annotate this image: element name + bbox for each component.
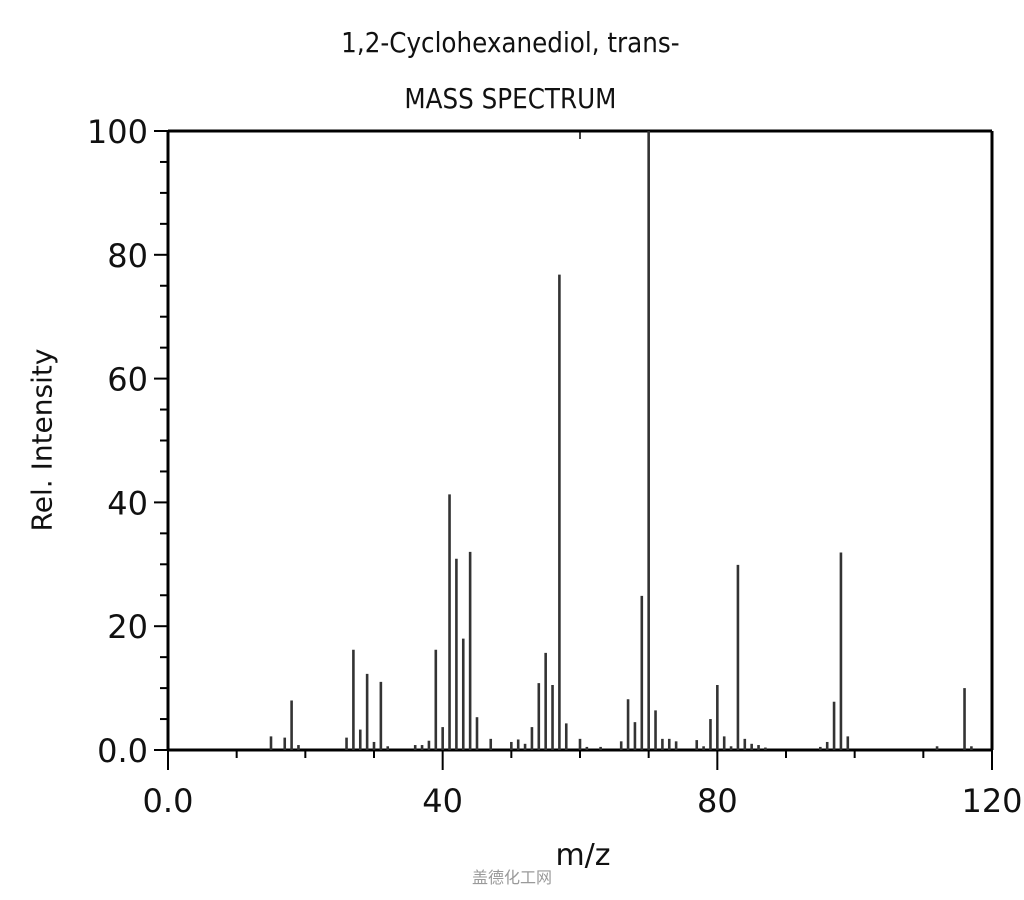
x-axis-label: m/z — [555, 838, 611, 873]
y-tick-label: 0.0 — [97, 732, 148, 770]
chart-subtitle: MASS SPECTRUM — [404, 82, 617, 115]
watermark: 盖德化工网 — [471, 868, 553, 887]
peak-series — [269, 131, 973, 750]
y-tick-label: 80 — [107, 237, 148, 275]
y-tick-label: 100 — [87, 113, 148, 151]
y-axis: 0.0 20 40 60 80 100 — [87, 113, 168, 770]
y-tick-label: 60 — [107, 361, 148, 399]
x-tick-label: 120 — [961, 782, 1022, 820]
x-axis: 0.0 40 80 120 — [143, 750, 1023, 820]
y-tick-label: 20 — [107, 608, 148, 646]
y-tick-label: 40 — [107, 484, 148, 522]
chart-title: 1,2-Cyclohexanediol, trans- — [341, 26, 680, 59]
plot-frame — [166, 129, 994, 752]
x-tick-label: 80 — [697, 782, 738, 820]
x-tick-label: 0.0 — [143, 782, 194, 820]
x-tick-label: 40 — [422, 782, 463, 820]
